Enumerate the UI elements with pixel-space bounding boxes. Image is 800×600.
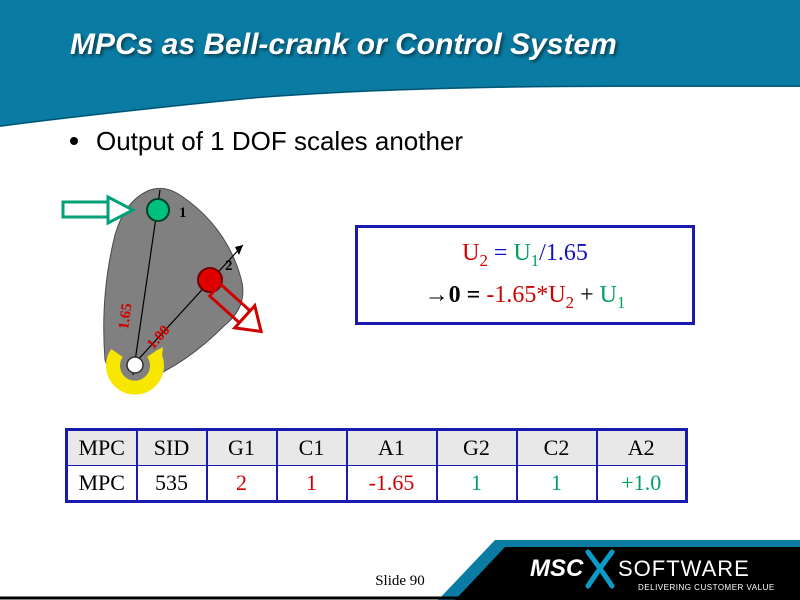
- eq-arrow: →0 =: [425, 282, 487, 308]
- bullet-dot: [70, 137, 78, 145]
- node2-label: 2: [225, 258, 233, 274]
- td-c1: 1: [277, 466, 347, 502]
- eq-div: /1.65: [539, 240, 588, 266]
- table-data-row: MPC 535 2 1 -1.65 1 1 +1.0: [67, 466, 687, 502]
- th-sid: SID: [137, 430, 207, 466]
- mpc-table: MPC SID G1 C1 A1 G2 C2 A2 MPC 535 2 1 -1…: [65, 428, 688, 503]
- eq-u1b: U1: [600, 282, 626, 308]
- th-c1: C1: [277, 430, 347, 466]
- eq-plus: +: [574, 282, 600, 308]
- equation-line-2: →0 = -1.65*U2 + U1: [358, 282, 692, 313]
- slide-number: Slide 90: [0, 573, 800, 590]
- eq-u1: U1: [513, 240, 539, 266]
- th-g2: G2: [437, 430, 517, 466]
- td-sid: 535: [137, 466, 207, 502]
- equation-line-1: U2 = U1/1.65: [358, 240, 692, 271]
- th-g1: G1: [207, 430, 277, 466]
- td-a2: +1.0: [597, 466, 687, 502]
- bellcrank-diagram: 1 2 1.65 1.00: [55, 175, 295, 405]
- td-g2: 1: [437, 466, 517, 502]
- eq-u2: U2: [462, 240, 488, 266]
- table-header-row: MPC SID G1 C1 A1 G2 C2 A2: [67, 430, 687, 466]
- bullet-label: Output of 1 DOF scales another: [96, 126, 463, 156]
- th-a2: A2: [597, 430, 687, 466]
- th-a1: A1: [347, 430, 437, 466]
- td-mpc: MPC: [67, 466, 137, 502]
- slide-title: MPCs as Bell-crank or Control System: [70, 28, 617, 62]
- th-mpc: MPC: [67, 430, 137, 466]
- bullet-text: Output of 1 DOF scales another: [70, 126, 463, 157]
- td-a1: -1.65: [347, 466, 437, 502]
- eq-term1: -1.65*U2: [486, 282, 574, 308]
- td-g1: 2: [207, 466, 277, 502]
- node1-label: 1: [179, 205, 187, 221]
- th-c2: C2: [517, 430, 597, 466]
- equation-box: U2 = U1/1.65 →0 = -1.65*U2 + U1: [355, 225, 695, 325]
- eq-equals: =: [488, 240, 514, 266]
- header-band: [0, 0, 800, 130]
- td-c2: 1: [517, 466, 597, 502]
